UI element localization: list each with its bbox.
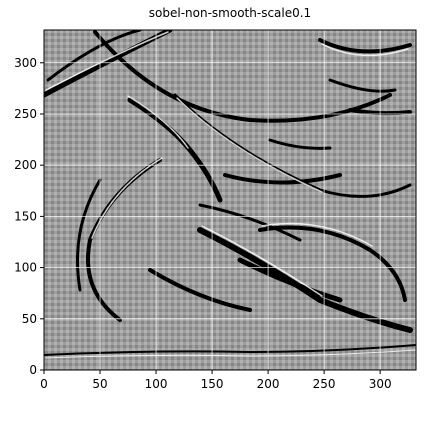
axes-frame [43, 29, 417, 371]
light-edges [44, 31, 416, 359]
y-tick-label: 50 [22, 312, 37, 326]
x-axis: 0 50 100 150 200 250 300 [40, 370, 392, 391]
x-tick-label: 0 [40, 377, 48, 391]
x-tick-label: 250 [313, 377, 336, 391]
y-tick-label: 0 [29, 363, 37, 377]
y-tick-label: 100 [14, 261, 37, 275]
y-tick-label: 250 [14, 107, 37, 121]
y-axis: 0 50 100 150 200 250 300 [14, 56, 44, 377]
y-tick-label: 150 [14, 209, 37, 223]
dark-edges [44, 30, 416, 356]
x-tick-label: 200 [257, 377, 280, 391]
image-title: sobel-non-smooth-scale0.1 [148, 6, 312, 20]
x-tick-label: 150 [201, 377, 224, 391]
y-tick-label: 300 [14, 56, 37, 70]
x-tick-label: 100 [145, 377, 168, 391]
edge-image [44, 30, 416, 370]
y-tick-label: 200 [14, 158, 37, 172]
x-tick-label: 300 [369, 377, 392, 391]
x-tick-label: 50 [92, 377, 107, 391]
